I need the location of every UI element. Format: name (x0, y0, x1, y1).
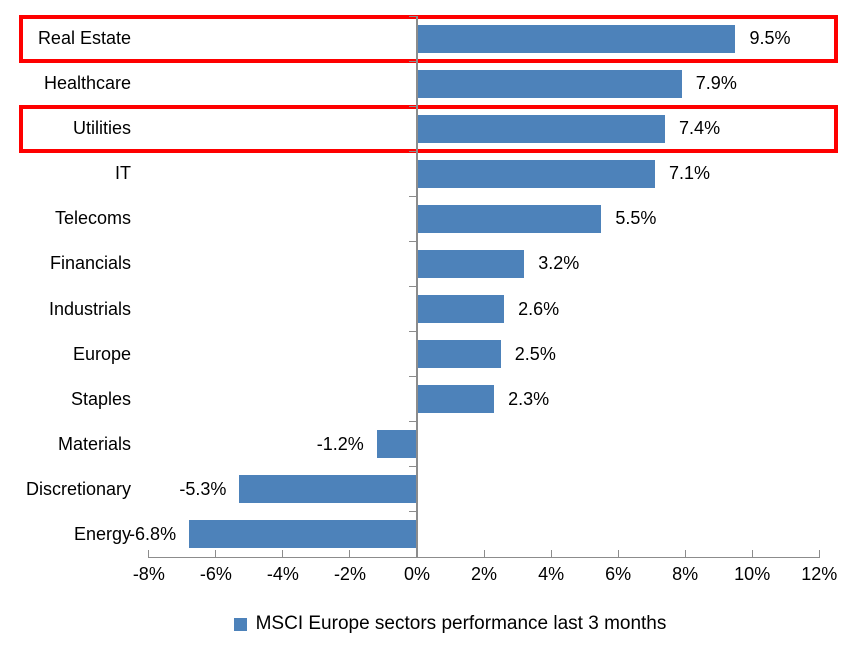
value-axis-tick-label: 8% (672, 564, 699, 584)
bar-staples (417, 385, 495, 414)
category-axis-line (416, 16, 418, 557)
bar-utilities (417, 114, 666, 143)
category-axis-tick (409, 60, 417, 62)
category-axis-tick (409, 331, 417, 333)
value-axis-tick (550, 550, 552, 557)
value-label-staples: 2.3% (508, 388, 550, 409)
category-axis-tick (409, 15, 417, 17)
category-axis-tick (409, 556, 417, 558)
value-axis-tick (617, 550, 619, 557)
value-axis-tick (282, 550, 284, 557)
bar-financials (417, 249, 525, 278)
value-axis-tick-label: -2% (333, 564, 366, 584)
value-label-it: 7.1% (668, 163, 711, 184)
category-axis-tick (409, 105, 417, 107)
category-label-utilities: Utilities (72, 118, 131, 139)
highlight-box-real-estate (19, 14, 838, 63)
highlight-box-utilities (19, 104, 838, 153)
category-label-telecoms: Telecoms (54, 208, 131, 229)
value-label-industrials: 2.6% (518, 298, 560, 319)
bar-materials (376, 430, 417, 459)
legend-label: MSCI Europe sectors performance last 3 m… (255, 613, 667, 634)
category-label-healthcare: Healthcare (43, 73, 131, 94)
value-axis-tick-label: -4% (266, 564, 299, 584)
value-axis-tick (483, 550, 485, 557)
value-axis-tick-label: -8% (132, 564, 165, 584)
value-label-utilities: 7.4% (679, 118, 721, 139)
value-label-telecoms: 5.5% (615, 208, 657, 229)
category-label-staples: Staples (70, 388, 131, 409)
category-label-real-estate: Real Estate (37, 28, 131, 49)
category-axis-tick (409, 150, 417, 152)
value-axis-tick (751, 550, 753, 557)
value-axis-tick (818, 550, 820, 557)
value-label-discretionary: -5.3% (179, 478, 227, 499)
category-axis-tick (409, 376, 417, 378)
value-axis-tick (684, 550, 686, 557)
category-label-europe: Europe (72, 343, 131, 364)
category-axis-tick (409, 511, 417, 513)
value-axis-tick (148, 550, 150, 557)
category-label-industrials: Industrials (48, 298, 131, 319)
value-axis-tick-label: 6% (605, 564, 632, 584)
category-axis-tick (409, 240, 417, 242)
bar-europe (417, 340, 501, 369)
legend-marker-icon (233, 617, 247, 631)
value-label-energy: -6.8% (129, 523, 177, 544)
value-axis-line (148, 557, 820, 558)
value-axis-tick (416, 550, 418, 557)
value-label-europe: 2.5% (514, 343, 556, 364)
value-label-healthcare: 7.9% (695, 73, 737, 94)
category-axis-tick (409, 195, 417, 197)
category-axis-tick (409, 466, 417, 468)
bar-discretionary (239, 475, 417, 504)
value-axis-tick-label: 10% (734, 564, 771, 584)
value-label-real-estate: 9.5% (749, 28, 791, 49)
category-label-materials: Materials (57, 433, 131, 454)
bar-energy (189, 520, 417, 549)
value-axis-tick-label: 0% (403, 564, 430, 584)
bar-real-estate (417, 24, 736, 53)
bar-telecoms (417, 204, 602, 233)
category-axis-tick (409, 286, 417, 287)
value-axis-tick-label: 2% (471, 564, 498, 584)
value-axis-tick (215, 550, 217, 557)
category-label-financials: Financials (49, 253, 131, 274)
category-label-it: IT (115, 163, 131, 184)
bar-it (417, 159, 655, 188)
value-axis-tick-label: 12% (801, 564, 838, 584)
value-label-materials: -1.2% (316, 433, 364, 454)
category-axis-tick (409, 421, 417, 423)
bar-industrials (417, 295, 505, 324)
value-axis-tick (349, 550, 351, 557)
value-axis-tick-label: 4% (538, 564, 565, 584)
value-axis-tick-label: -6% (199, 564, 232, 584)
bar-healthcare (417, 69, 682, 98)
category-label-energy: Energy (73, 523, 131, 544)
value-label-financials: 3.2% (538, 253, 580, 274)
category-label-discretionary: Discretionary (25, 478, 131, 499)
chart-legend: MSCI Europe sectors performance last 3 m… (24, 611, 852, 637)
